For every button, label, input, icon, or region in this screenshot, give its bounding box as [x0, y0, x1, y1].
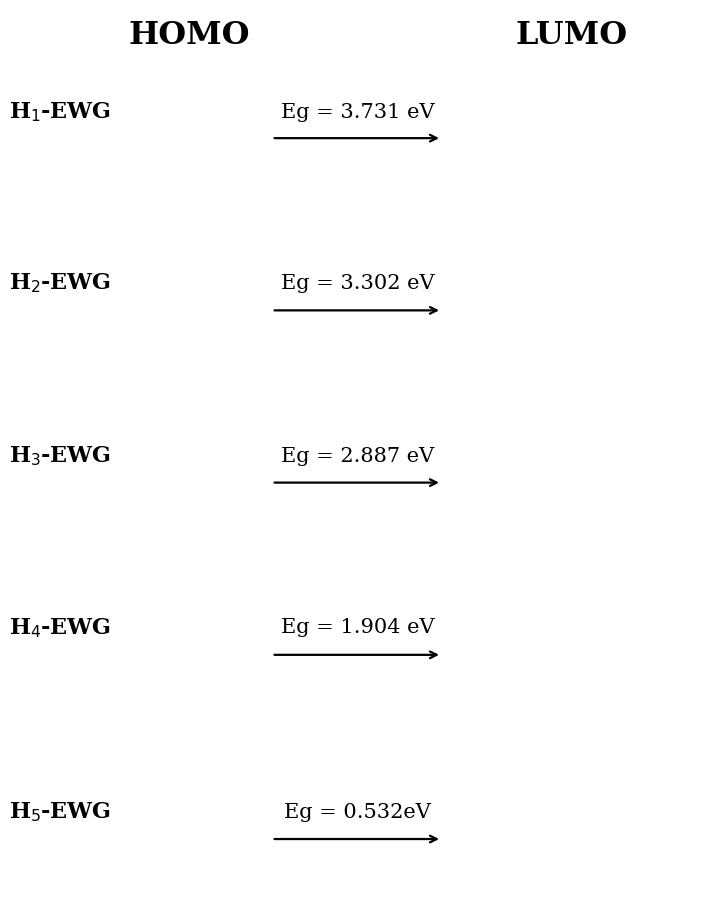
Text: H$_3$-EWG: H$_3$-EWG [9, 444, 111, 468]
Text: Eg = 3.302 eV: Eg = 3.302 eV [281, 274, 434, 293]
Text: H$_2$-EWG: H$_2$-EWG [9, 271, 111, 295]
Text: H$_4$-EWG: H$_4$-EWG [9, 616, 111, 640]
Text: Eg = 3.731 eV: Eg = 3.731 eV [281, 102, 434, 122]
Text: Eg = 0.532eV: Eg = 0.532eV [284, 802, 431, 822]
Text: Eg = 2.887 eV: Eg = 2.887 eV [281, 447, 434, 466]
Text: HOMO: HOMO [129, 20, 250, 52]
Text: H$_5$-EWG: H$_5$-EWG [9, 800, 111, 824]
Text: H$_1$-EWG: H$_1$-EWG [9, 100, 111, 124]
Text: LUMO: LUMO [516, 20, 628, 52]
Text: Eg = 1.904 eV: Eg = 1.904 eV [281, 618, 434, 637]
